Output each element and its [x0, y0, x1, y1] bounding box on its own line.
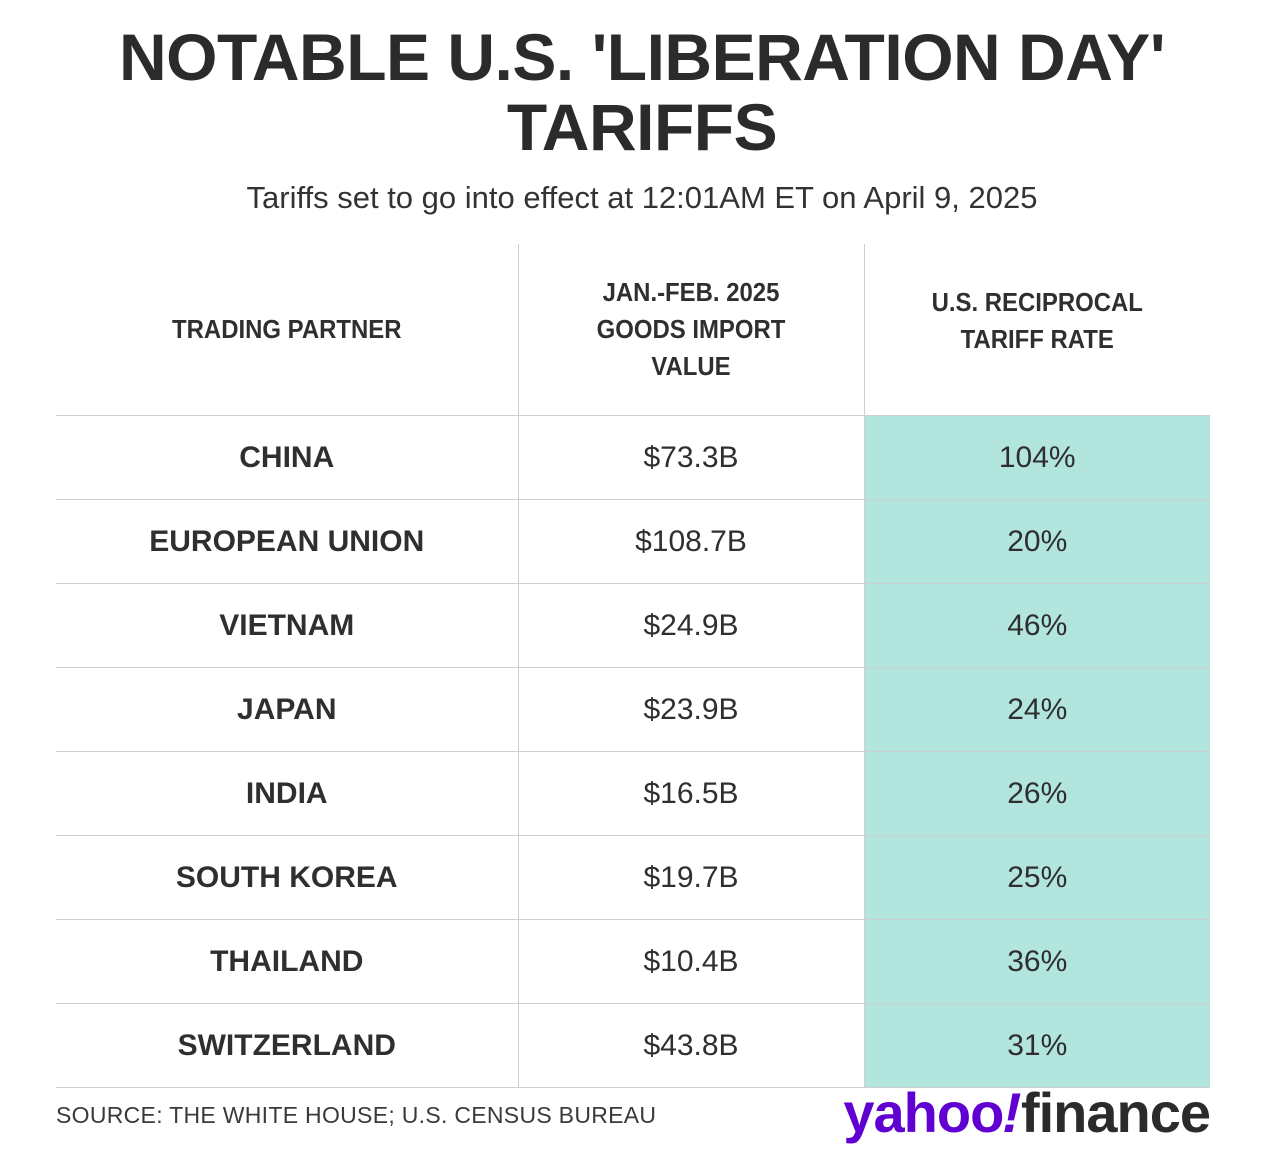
- table-body: CHINA $73.3B 104% EUROPEAN UNION $108.7B 20% V…: [56, 415, 1210, 1088]
- cell-tariff-rate: 104%: [863, 415, 1210, 500]
- header-line: TARIFF RATE: [960, 323, 1114, 354]
- cell-partner: THAILAND: [56, 919, 518, 1004]
- table-row: CHINA $73.3B 104%: [56, 415, 1210, 500]
- title-line: NOTABLE U.S. 'LIBERATION DAY': [118, 20, 1166, 94]
- table-row: THAILAND $10.4B 36%: [56, 919, 1210, 1004]
- table-row: EUROPEAN UNION $108.7B 20%: [56, 499, 1210, 584]
- cell-import-value: $10.4B: [517, 919, 864, 1004]
- cell-import-value: $23.9B: [517, 667, 864, 752]
- data-table: TRADING PARTNER JAN.-FEB. 2025 GOODS IMP…: [56, 244, 1210, 1088]
- yahoo-finance-logo: yahoo!finance: [843, 1080, 1211, 1146]
- table-row: INDIA $16.5B 26%: [56, 751, 1210, 836]
- logo-finance: finance: [1020, 1081, 1211, 1144]
- header-line: GOODS IMPORT: [596, 314, 786, 344]
- source-note: SOURCE: THE WHITE HOUSE; U.S. CENSUS BUR…: [56, 1102, 657, 1128]
- column-header-tariff-rate: U.S. RECIPROCAL TARIFF RATE: [877, 244, 1197, 416]
- header-line: TRADING PARTNER: [172, 314, 402, 344]
- cell-partner: INDIA: [56, 751, 518, 836]
- header-line: VALUE: [651, 351, 731, 381]
- cell-partner: SWITZERLAND: [56, 1003, 518, 1088]
- cell-import-value: $73.3B: [517, 415, 864, 500]
- table-header-row: TRADING PARTNER JAN.-FEB. 2025 GOODS IMP…: [56, 244, 1210, 416]
- title-line: TARIFFS: [506, 90, 778, 164]
- cell-partner: CHINA: [56, 415, 518, 500]
- cell-import-value: $16.5B: [517, 751, 864, 836]
- column-header-import-value: JAN.-FEB. 2025 GOODS IMPORT VALUE: [531, 244, 851, 416]
- cell-partner: SOUTH KOREA: [56, 835, 518, 920]
- table-row: SWITZERLAND $43.8B 31%: [56, 1003, 1210, 1088]
- cell-partner: VIETNAM: [56, 583, 518, 668]
- table-row: VIETNAM $24.9B 46%: [56, 583, 1210, 668]
- header-line: JAN.-FEB. 2025: [602, 277, 780, 307]
- table-row: JAPAN $23.9B 24%: [56, 667, 1210, 752]
- column-header-partner: TRADING PARTNER: [74, 244, 500, 416]
- cell-tariff-rate: 31%: [863, 1003, 1210, 1088]
- logo-yahoo: yahoo: [843, 1081, 1004, 1144]
- header-line: U.S. RECIPROCAL: [931, 286, 1143, 317]
- cell-partner: JAPAN: [56, 667, 518, 752]
- tariff-table: TRADING PARTNER JAN.-FEB. 2025 GOODS IMP…: [56, 244, 1210, 1088]
- cell-import-value: $108.7B: [517, 499, 864, 584]
- cell-tariff-rate: 20%: [863, 499, 1210, 584]
- page-title: NOTABLE U.S. 'LIBERATION DAY' TARIFFS: [0, 22, 1284, 162]
- cell-tariff-rate: 24%: [863, 667, 1210, 752]
- cell-import-value: $24.9B: [517, 583, 864, 668]
- cell-partner: EUROPEAN UNION: [56, 499, 518, 584]
- table-row: SOUTH KOREA $19.7B 25%: [56, 835, 1210, 920]
- cell-import-value: $19.7B: [517, 835, 864, 920]
- cell-import-value: $43.8B: [517, 1003, 864, 1088]
- cell-tariff-rate: 25%: [863, 835, 1210, 920]
- cell-tariff-rate: 36%: [863, 919, 1210, 1004]
- cell-tariff-rate: 46%: [863, 583, 1210, 668]
- cell-tariff-rate: 26%: [863, 751, 1210, 836]
- subtitle: Tariffs set to go into effect at 12:01AM…: [246, 180, 1038, 215]
